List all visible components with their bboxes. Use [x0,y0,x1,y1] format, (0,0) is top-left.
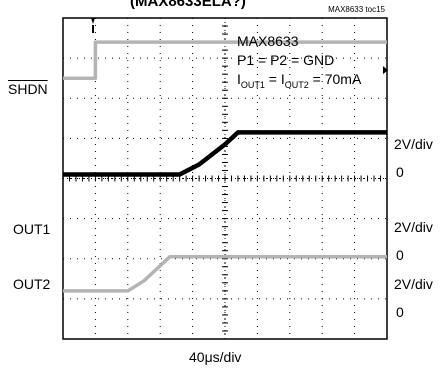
annotation-part: MAX8633 [237,33,299,49]
scale-ch2-zero: 0 [396,247,404,263]
scale-ch1-div: 2V/div [394,136,433,152]
current-sub-out2: OUT2 [284,79,309,90]
current-symbol: I [237,71,241,87]
channel-label-shdn: SHDN [8,81,48,97]
trigger-marker-icon [91,18,95,33]
channel-label-out2: OUT2 [13,276,51,292]
trace-out2 [63,254,387,293]
time-scale-label: 40μs/div [189,349,242,365]
current-equals: = I [264,71,285,87]
trace-shdn [63,40,387,80]
traces [63,18,388,293]
annotation-current: IOUT1 = IOUT2 = 70mA [237,71,361,94]
channel-label-out1: OUT1 [13,221,51,237]
trace-out1 [63,130,387,177]
scale-ch2-div: 2V/div [394,219,433,235]
trigger-level-arrow-icon [383,66,388,75]
scale-ch3-zero: 0 [396,304,404,320]
current-sub-out1: OUT1 [240,79,265,90]
annotation-pins: P1 = P2 = GND [237,52,335,68]
scale-ch1-zero: 0 [396,164,404,180]
figure-id: MAX8633 toc15 [328,5,385,14]
page-title-fragment: (MAX8633ELA?) [130,0,246,10]
scale-ch3-div: 2V/div [394,276,433,292]
shdn-text: SHDN [8,81,48,97]
current-value: = 70mA [308,71,362,87]
